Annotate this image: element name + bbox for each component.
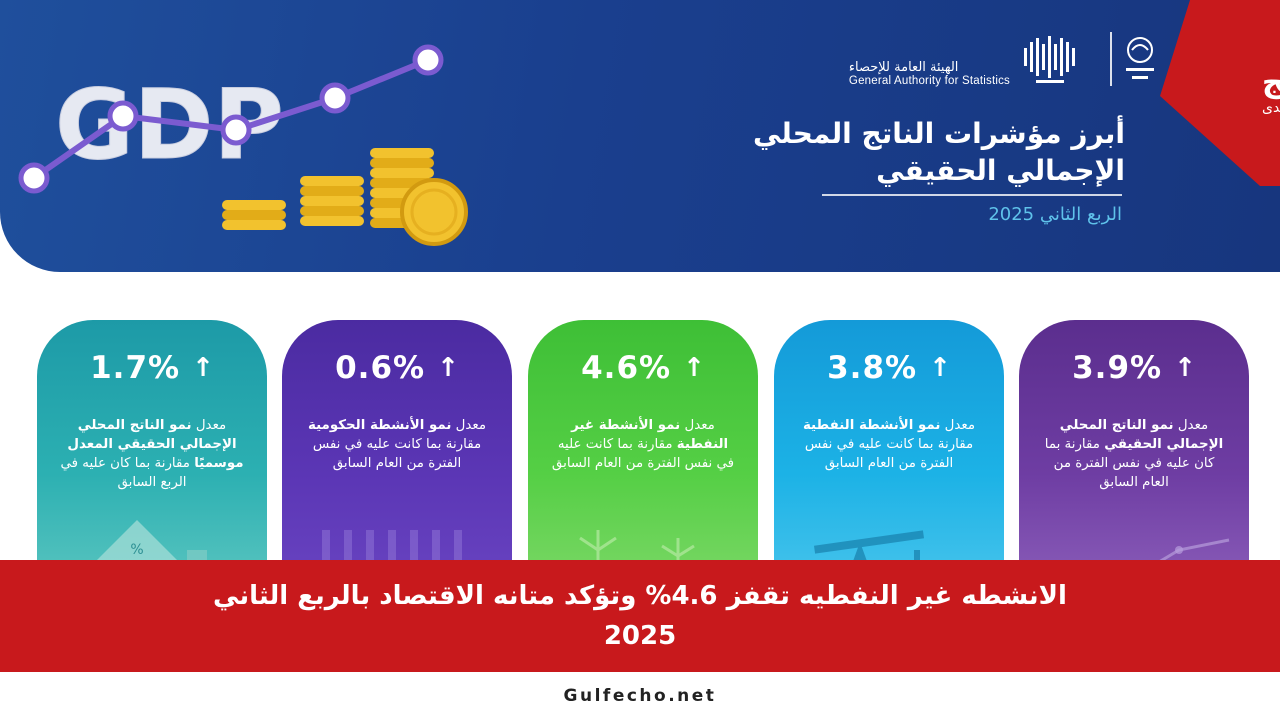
stat-card-seasonal-gdp: 1.7% ↑ معدل نمو الناتج المحلي الإجمالي ا…	[37, 320, 267, 600]
stat-card-government: 0.6% ↑ معدل نمو الأنشطة الحكومية مقارنة …	[282, 320, 512, 600]
period-label: الربع الثاني 2025	[988, 204, 1122, 225]
header-banner: GDP الهيئة العامة للإحص	[0, 0, 1280, 272]
stat-value-row: 3.8% ↑	[774, 350, 1004, 386]
stat-description: معدل نمو الأنشطة النفطية مقارنة بما كانت…	[802, 418, 976, 472]
arrow-up-icon: ↑	[437, 353, 459, 383]
arrow-up-icon: ↑	[929, 353, 951, 383]
title-underline	[822, 194, 1122, 196]
logo-divider	[1110, 32, 1112, 86]
page-title: أبرز مؤشرات الناتج المحلي الإجمالي الحقي…	[565, 116, 1125, 190]
stat-value: 4.6%	[581, 350, 672, 386]
brand-sub: صدى	[1262, 100, 1280, 116]
stat-description: معدل نمو الأنشطة غير النفطية مقارنة بما …	[551, 418, 735, 472]
arrow-up-icon: ↑	[192, 353, 214, 383]
stat-value-row: 3.9% ↑	[1019, 350, 1249, 386]
authority-name-en: General Authority for Statistics	[848, 75, 1010, 87]
stat-value: 0.6%	[335, 350, 426, 386]
stat-description: معدل نمو الناتج المحلي الإجمالي الحقيقي …	[60, 418, 244, 491]
stat-value: 3.9%	[1072, 350, 1163, 386]
trend-point	[18, 162, 50, 194]
stat-value-row: 4.6% ↑	[528, 350, 758, 386]
brand-name: الخليج	[1262, 65, 1280, 100]
trend-point	[412, 44, 444, 76]
gastat-logo-icon	[1024, 36, 1075, 83]
svg-text:%: %	[130, 542, 143, 558]
title-line-2: الإجمالي الحقيقي	[876, 153, 1125, 187]
stat-value: 3.8%	[827, 350, 918, 386]
trend-point	[319, 82, 351, 114]
stat-description: معدل نمو الناتج المحلي الإجمالي الحقيقي …	[1044, 418, 1224, 491]
stat-value: 1.7%	[90, 350, 181, 386]
stat-card-non-oil: 4.6% ↑ معدل نمو الأنشطة غير النفطية مقار…	[528, 320, 758, 600]
stat-value-row: 0.6% ↑	[282, 350, 512, 386]
site-url: Gulfecho.net	[563, 686, 717, 706]
stat-description: معدل نمو الأنشطة الحكومية مقارنة بما كان…	[307, 418, 487, 472]
brand-logo: الخليج صدى	[1160, 0, 1280, 186]
stat-value-row: 1.7% ↑	[37, 350, 267, 386]
trend-point	[220, 114, 252, 146]
authority-name: الهيئة العامة للإحصاء General Authority …	[849, 60, 1010, 87]
authority-name-ar: الهيئة العامة للإحصاء	[848, 60, 959, 75]
caption-headline: الانشطه غير النفطيه تقفز 4.6% وتؤكد متان…	[140, 576, 1140, 657]
trend-point	[107, 100, 139, 132]
stat-card-real-gdp: 3.9% ↑ معدل نمو الناتج المحلي الإجمالي ا…	[1019, 320, 1249, 600]
caption-line-2: 2025	[603, 621, 677, 651]
title-line-1: أبرز مؤشرات الناتج المحلي	[752, 117, 1125, 150]
vision-logo-icon	[1126, 37, 1154, 79]
caption-line-1: الانشطه غير النفطيه تقفز 4.6% وتؤكد متان…	[213, 580, 1067, 611]
gdp-artwork: GDP	[18, 44, 468, 246]
caption-band: الانشطه غير النفطيه تقفز 4.6% وتؤكد متان…	[0, 560, 1280, 672]
stat-card-oil: 3.8% ↑ معدل نمو الأنشطة النفطية مقارنة ب…	[774, 320, 1004, 600]
arrow-up-icon: ↑	[1174, 353, 1196, 383]
arrow-up-icon: ↑	[683, 353, 705, 383]
coin-stack-icon	[222, 148, 468, 246]
